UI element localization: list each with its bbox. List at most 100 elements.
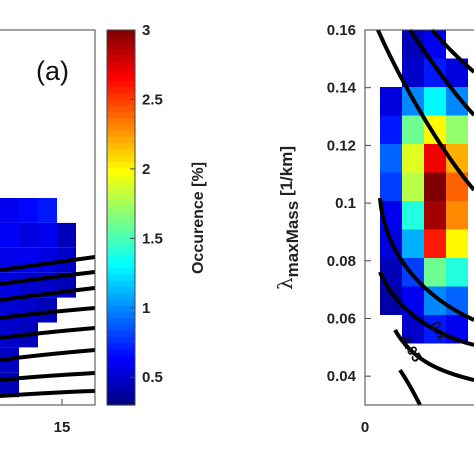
- colorbar-segment: [107, 167, 135, 175]
- colorbar-segment: [107, 398, 135, 406]
- colorbar-segment: [107, 136, 135, 144]
- colorbar-segment: [107, 130, 135, 137]
- heatmap-cell: [19, 297, 38, 323]
- contour-line: [430, 28, 474, 74]
- colorbar-segment: [107, 386, 135, 394]
- heatmap-cell: [38, 222, 57, 248]
- contour-line: [393, 329, 474, 382]
- colorbar-segment: [107, 236, 135, 244]
- heatmap-cell: [402, 58, 424, 87]
- colorbar-tick-label: 2: [142, 161, 150, 178]
- heatmap-cell: [380, 115, 402, 144]
- contour-line: [0, 286, 96, 302]
- panel-b-y-ticks: 0.04 0.06 0.08 0.1 0.12 0.14 0.16: [327, 22, 371, 385]
- heatmap-cell: [446, 115, 468, 144]
- heatmap-cell: [402, 144, 424, 173]
- colorbar-segment: [107, 142, 135, 150]
- y-axis-unit: [1/km]: [277, 146, 296, 201]
- colorbar-segment: [107, 48, 135, 56]
- colorbar-segment: [107, 280, 135, 287]
- colorbar-segment: [107, 148, 135, 156]
- heatmap-cell: [0, 222, 19, 248]
- y-tick-label: 0.1: [335, 195, 356, 212]
- heatmap-cell: [446, 172, 468, 201]
- contour-line: [378, 271, 474, 347]
- colorbar-tick-label: 1.5: [142, 230, 163, 247]
- panel-a-x-tick-label: 15: [54, 419, 71, 436]
- contour-line: [376, 29, 474, 192]
- heatmap-cell: [424, 58, 446, 87]
- colorbar-segment: [107, 80, 135, 87]
- colorbar-segment: [107, 86, 135, 94]
- colorbar-segment: [107, 211, 135, 219]
- colorbar-segment: [107, 248, 135, 256]
- heatmap-cell: [57, 222, 76, 248]
- colorbar-segment: [107, 292, 135, 300]
- colorbar-segment: [107, 223, 135, 231]
- heatmap-cell: [19, 222, 38, 248]
- colorbar-segment: [107, 348, 135, 356]
- colorbar-segment: [107, 186, 135, 194]
- contour-line: [0, 270, 96, 286]
- panel-a-label: (a): [36, 56, 69, 86]
- colorbar-segment: [107, 98, 135, 106]
- contour-line: [398, 368, 422, 406]
- panel-a-contours: [0, 255, 96, 398]
- heatmap-cell: [424, 201, 446, 230]
- panel-b-x-tick-label: 0: [361, 419, 369, 436]
- y-tick-label: 0.12: [327, 137, 356, 154]
- colorbar-segment: [107, 205, 135, 212]
- colorbar-tick-label: 0.5: [142, 369, 163, 386]
- heatmap-cell: [0, 272, 19, 298]
- y-tick-label: 0.06: [327, 310, 356, 327]
- colorbar-segment: [107, 161, 135, 169]
- colorbar-segment: [107, 55, 135, 62]
- contour-line: [0, 371, 96, 382]
- heatmap-cell: [424, 172, 446, 201]
- heatmap-cell: [38, 198, 57, 223]
- panel-b-y-axis-label: λmaxMass [1/km]: [273, 146, 302, 290]
- colorbar-segment: [107, 198, 135, 206]
- heatmap-cell: [424, 115, 446, 144]
- contour-line: [408, 28, 474, 117]
- contour-line: [0, 255, 96, 272]
- lambda-subscript: maxMass: [283, 201, 302, 278]
- heatmap-cell: [380, 144, 402, 173]
- colorbar-segment: [107, 61, 135, 69]
- colorbar-segment: [107, 117, 135, 125]
- colorbar-segment: [107, 367, 135, 375]
- heatmap-cell: [402, 315, 424, 344]
- contour-line: [0, 348, 96, 362]
- colorbar-segment: [107, 355, 135, 362]
- y-tick-label: 0.16: [327, 22, 356, 39]
- colorbar-segment: [107, 286, 135, 294]
- colorbar-segment: [107, 273, 135, 281]
- heatmap-cell: [380, 172, 402, 201]
- panel-b-contours: [376, 28, 474, 406]
- heatmap-cell: [402, 30, 424, 59]
- colorbar-segment: [107, 298, 135, 306]
- heatmap-cell: [402, 172, 424, 201]
- colorbar-segment: [107, 92, 135, 100]
- heatmap-cell: [446, 144, 468, 173]
- colorbar-segment: [107, 180, 135, 187]
- colorbar-segment: [107, 317, 135, 325]
- colorbar-segment: [107, 361, 135, 369]
- colorbar-segment: [107, 330, 135, 337]
- y-tick-label: 0.04: [327, 368, 357, 385]
- colorbar: [107, 30, 135, 406]
- colorbar-segment: [107, 267, 135, 275]
- colorbar-segment: [107, 73, 135, 81]
- colorbar-segment: [107, 111, 135, 119]
- lambda-symbol: λ: [273, 277, 297, 290]
- heatmap-cell: [19, 198, 38, 223]
- colorbar-segment: [107, 392, 135, 400]
- contour-line: [0, 389, 96, 398]
- colorbar-segment: [107, 305, 135, 312]
- colorbar-segment: [107, 192, 135, 200]
- heatmap-cell: [402, 115, 424, 144]
- colorbar-segment: [107, 255, 135, 262]
- colorbar-segment: [107, 42, 135, 50]
- heatmap-cell: [38, 297, 57, 323]
